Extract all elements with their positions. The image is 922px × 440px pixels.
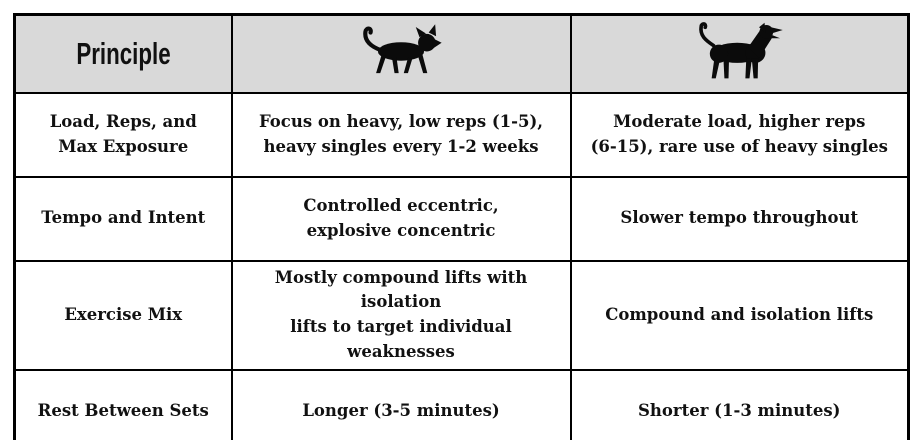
header-cell-dog	[569, 13, 910, 94]
cat-value: Focus on heavy, low reps (1-5), heavy si…	[258, 111, 544, 156]
cell-principle: Rest Between Sets	[13, 368, 233, 440]
cell-cat-value: Longer (3-5 minutes)	[230, 368, 572, 440]
table-row-tempo: Tempo and Intent Controlled eccentric, e…	[13, 175, 910, 262]
cell-dog-value: Compound and isolation lifts	[569, 259, 910, 371]
cat-value: Controlled eccentric, explosive concentr…	[303, 195, 499, 240]
dog-value: Compound and isolation lifts	[605, 304, 874, 324]
dog-value: Slower tempo throughout	[620, 208, 859, 228]
cell-dog-value: Moderate load, higher reps (6-15), rare …	[569, 91, 910, 178]
cat-value: Mostly compound lifts with isolation lif…	[274, 267, 528, 361]
header-cell-principle: Principle	[13, 13, 233, 94]
dog-icon	[691, 20, 787, 87]
cell-principle: Exercise Mix	[13, 259, 233, 371]
cell-principle: Load, Reps, and Max Exposure	[13, 91, 233, 178]
cell-cat-value: Focus on heavy, low reps (1-5), heavy si…	[230, 91, 572, 178]
cell-dog-value: Slower tempo throughout	[569, 175, 910, 262]
header-cell-cat	[230, 13, 572, 94]
cat-icon	[353, 24, 449, 83]
cell-cat-value: Mostly compound lifts with isolation lif…	[230, 259, 572, 371]
principle-label: Tempo and Intent	[41, 208, 206, 228]
table-row-exercise-mix: Exercise Mix Mostly compound lifts with …	[13, 259, 910, 371]
dog-value: Moderate load, higher reps (6-15), rare …	[590, 111, 888, 156]
principle-label: Rest Between Sets	[37, 400, 209, 420]
cat-value: Longer (3-5 minutes)	[302, 400, 500, 420]
cell-principle: Tempo and Intent	[13, 175, 233, 262]
table-row-load-reps: Load, Reps, and Max Exposure Focus on he…	[13, 91, 910, 178]
principle-column-title: Principle	[76, 35, 171, 71]
cell-dog-value: Shorter (1-3 minutes)	[569, 368, 910, 440]
cell-cat-value: Controlled eccentric, explosive concentr…	[230, 175, 572, 262]
header-row: Principle	[13, 13, 910, 94]
principle-label: Load, Reps, and Max Exposure	[49, 111, 197, 156]
table-row-rest: Rest Between Sets Longer (3-5 minutes) S…	[13, 368, 910, 440]
training-comparison-table: Principle	[13, 13, 910, 440]
principle-label: Exercise Mix	[64, 304, 183, 324]
dog-value: Shorter (1-3 minutes)	[638, 400, 841, 420]
